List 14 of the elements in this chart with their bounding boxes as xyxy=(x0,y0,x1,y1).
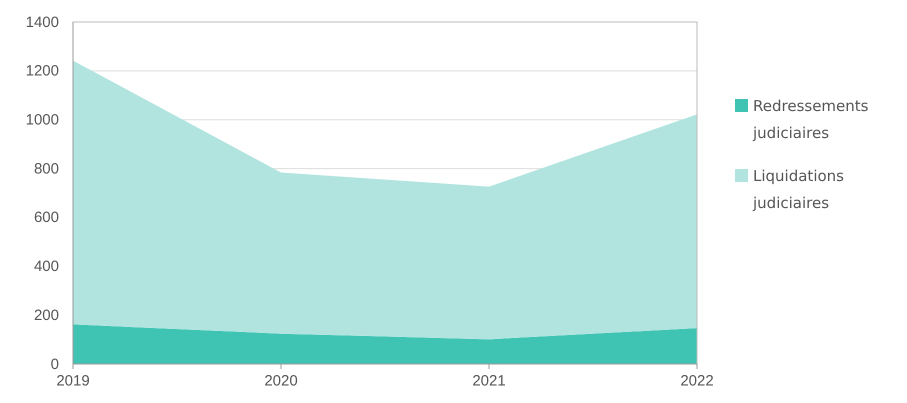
y-tick-label: 800 xyxy=(34,160,59,178)
y-tick-label: 200 xyxy=(34,306,59,324)
y-tick-label: 400 xyxy=(34,258,59,276)
y-tick-label: 0 xyxy=(50,356,59,373)
y-tick-label: 1000 xyxy=(26,112,59,129)
x-tick-label: 2022 xyxy=(680,372,714,390)
legend-label: Redressements judiciaires xyxy=(752,97,874,142)
y-tick-label: 1400 xyxy=(26,14,59,31)
x-tick-label: 2020 xyxy=(264,372,298,390)
legend-label: Liquidations judiciaires xyxy=(752,167,849,212)
x-tick-label: 2021 xyxy=(472,372,506,390)
y-tick-label: 1200 xyxy=(26,62,59,80)
y-tick-label: 600 xyxy=(34,209,59,226)
x-tick-label: 2019 xyxy=(56,372,90,390)
